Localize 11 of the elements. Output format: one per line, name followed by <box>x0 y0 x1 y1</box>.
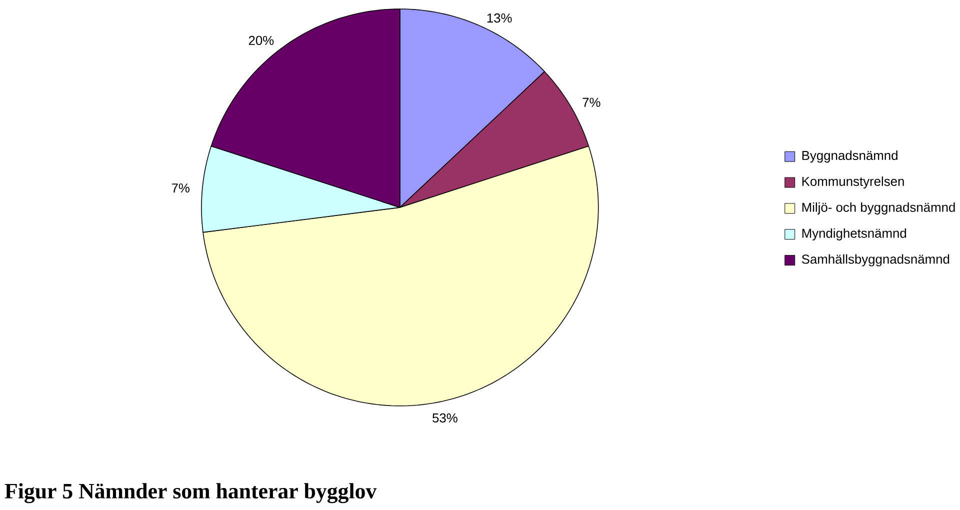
data-label: 20% <box>248 36 274 46</box>
text: Figur 5 Nämnder som hanterar bygglov <box>4 483 377 504</box>
data-label: 7% <box>582 98 600 108</box>
data-label: 13% <box>487 14 512 23</box>
legend-label: Byggnadsnämnd <box>802 150 898 163</box>
legend-label: Kommunstyrelsen <box>802 176 904 189</box>
data-label: 53% <box>432 414 458 423</box>
data-label: 7% <box>172 184 190 193</box>
legend-label: Myndighetsnämnd <box>802 228 906 241</box>
legend-label: Miljö- och byggnadsnämnd <box>802 202 955 215</box>
legend-label: Samhällsbyggnadsnämnd <box>802 254 950 266</box>
